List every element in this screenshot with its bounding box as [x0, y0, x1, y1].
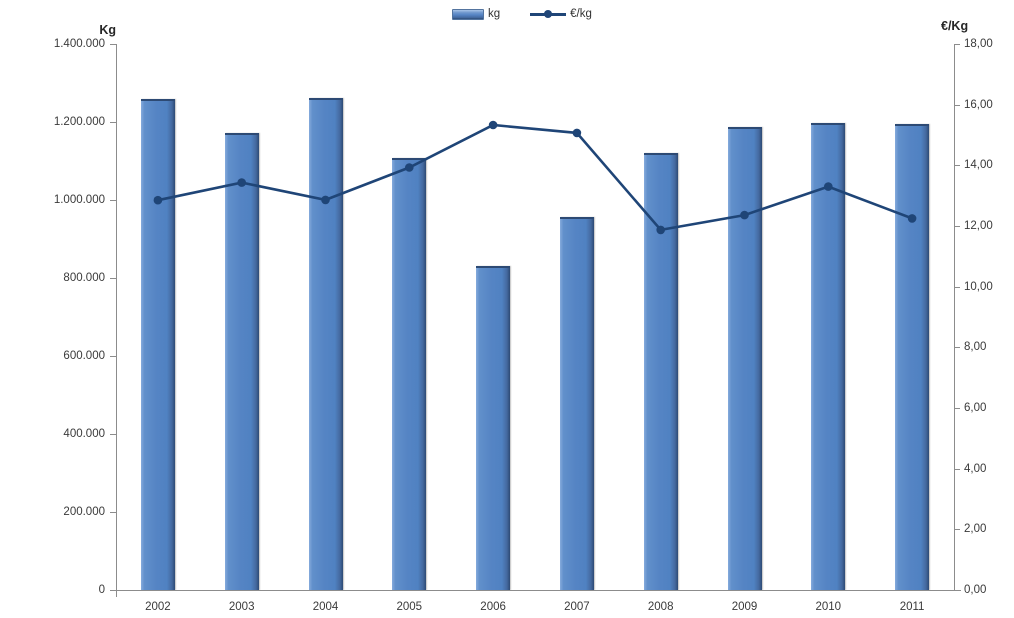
- bar-2011: [895, 123, 930, 590]
- bar-2010: [811, 123, 846, 590]
- legend-label-kg: kg: [488, 8, 501, 20]
- right-axis-tick-label: 10,00: [964, 280, 993, 293]
- right-axis-tick-label: 16,00: [964, 98, 993, 111]
- right-axis-tickmark: [954, 529, 960, 531]
- right-axis-tickmark: [954, 590, 960, 591]
- line-marker-2002: [153, 195, 163, 205]
- right-axis-tickmark: [954, 104, 960, 106]
- right-axis-tick-label: 18,00: [964, 38, 993, 50]
- x-axis-label-2009: 2009: [731, 601, 758, 613]
- x-axis-label-2008: 2008: [647, 601, 674, 613]
- left-axis-tick-label: 1.400.000: [53, 38, 105, 50]
- bar-2002: [140, 99, 175, 590]
- left-axis-tick-label: 800.000: [63, 272, 105, 284]
- x-axis-label-2006: 2006: [480, 601, 506, 613]
- legend-label-eur-per-kg: €/kg: [570, 8, 592, 20]
- right-axis-tickmark: [954, 165, 960, 167]
- line-marker-2003: [237, 178, 246, 187]
- x-axis-label-2002: 2002: [145, 601, 171, 613]
- right-axis-tickmark: [954, 468, 960, 470]
- x-axis-label-2005: 2005: [396, 601, 423, 613]
- line-marker-2005: [405, 163, 414, 172]
- bar-2006: [476, 266, 511, 590]
- line-marker-2004: [321, 195, 330, 205]
- bar-2007: [559, 217, 594, 590]
- bars-layer: [116, 44, 954, 590]
- plot-area: 1.400.000 1.200.000 1.000.000 800.000 600.00…: [54, 38, 993, 613]
- right-axis-tickmark: [954, 347, 960, 349]
- left-axis-tick-label: 1.000.000: [53, 194, 105, 206]
- left-axis-tickmark: [110, 512, 116, 513]
- left-axis-tickmark: [110, 44, 116, 45]
- right-axis-tickmark: [954, 44, 960, 45]
- right-axis-tickmark: [954, 286, 960, 288]
- left-axis-tick-label: 0: [98, 584, 105, 596]
- right-axis-tick-label: 14,00: [964, 159, 993, 172]
- left-axis-tick-label: 600.000: [63, 350, 105, 362]
- right-axis-tick-label: 2,00: [964, 523, 987, 536]
- legend: kg €/kg: [452, 8, 592, 20]
- right-axis-tick-label: 6,00: [964, 402, 987, 414]
- legend-item-eur-per-kg: €/kg: [530, 8, 592, 20]
- bar-series-swatch-icon: [452, 8, 484, 20]
- line-marker-2007: [572, 128, 582, 138]
- legend-item-kg: kg: [452, 8, 500, 20]
- right-axis-tick-label: 0,00: [964, 584, 987, 596]
- x-axis-label-2011: 2011: [899, 601, 925, 613]
- line-series-swatch-icon: [530, 10, 567, 18]
- bar-2004: [308, 98, 343, 590]
- left-axis-line: [116, 44, 117, 597]
- left-axis-tickmark: [110, 590, 116, 591]
- left-axis-title: Kg: [99, 23, 116, 37]
- x-axis-label-2004: 2004: [312, 601, 339, 613]
- line-layer: [153, 120, 917, 235]
- left-axis-tick-label: 400.000: [63, 428, 105, 440]
- line-marker-2009: [740, 210, 749, 220]
- x-axis-label-2007: 2007: [564, 601, 590, 613]
- left-axis-tick-label: 1.200.000: [53, 116, 105, 128]
- line-marker-icon: [544, 10, 553, 18]
- left-axis-tickmark: [110, 434, 116, 435]
- right-axis-line: [954, 44, 955, 590]
- bottom-axis-line: [116, 590, 961, 591]
- left-axis-tick-label: 200.000: [63, 506, 105, 518]
- left-axis-tickmark: [110, 278, 116, 279]
- left-axis-tickmark: [110, 122, 116, 123]
- x-axis-label-2010: 2010: [815, 601, 842, 613]
- right-axis-tick-label: 8,00: [964, 341, 987, 354]
- x-axis-label-2003: 2003: [228, 601, 255, 613]
- line-marker-2008: [656, 225, 665, 235]
- bar-2005: [392, 158, 427, 590]
- right-axis-title: €/Kg: [941, 19, 969, 33]
- left-axis-tickmark: [110, 200, 116, 201]
- right-axis-tick-label: 12,00: [964, 220, 993, 232]
- right-axis-tick-label: 4,00: [964, 462, 987, 475]
- bar-2003: [224, 132, 259, 590]
- line-marker-2011: [907, 214, 917, 223]
- eur-per-kg-line: [157, 123, 913, 232]
- right-axis-tickmark: [954, 226, 960, 227]
- line-marker-2006: [488, 120, 498, 130]
- right-axis-tickmark: [954, 408, 960, 409]
- left-axis-tickmark: [110, 356, 116, 357]
- line-marker-2010: [824, 182, 833, 191]
- bar-2009: [727, 127, 762, 590]
